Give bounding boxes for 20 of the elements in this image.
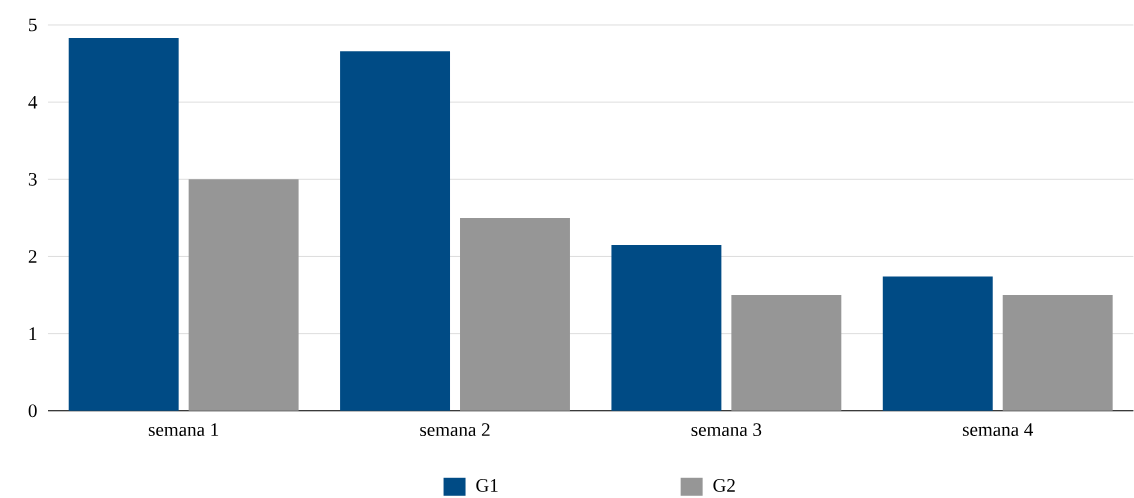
bar [882, 276, 993, 411]
legend-label: G2 [713, 478, 735, 492]
bar [460, 217, 570, 411]
x-tick-label: semana 3 [691, 423, 762, 436]
bar [340, 50, 451, 411]
x-tick-label: semana 2 [420, 423, 490, 436]
bar [188, 179, 299, 411]
legend-label: G1 [476, 478, 498, 492]
y-tick-label: 4 [28, 95, 38, 109]
y-tick-label: 5 [29, 18, 37, 32]
x-tick-label: semana 1 [148, 423, 219, 436]
bar [611, 244, 722, 411]
bar [1002, 294, 1113, 411]
y-tick-label: 0 [28, 404, 37, 417]
y-tick-label: 1 [29, 327, 37, 340]
bar [731, 294, 842, 411]
x-tick-label: semana 4 [962, 423, 1034, 436]
y-tick-label: 2 [28, 249, 37, 263]
y-tick-label: 3 [28, 172, 37, 186]
bar [68, 37, 179, 411]
